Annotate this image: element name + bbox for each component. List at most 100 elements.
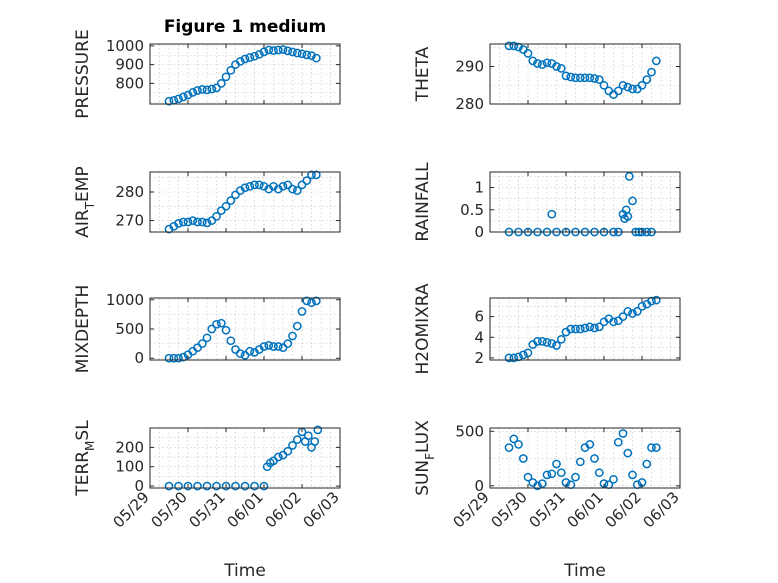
data-point: [178, 217, 188, 227]
data-point: [547, 469, 557, 479]
plot-area: [150, 428, 340, 488]
x-tick-label: 06/03: [300, 488, 343, 531]
data-point: [599, 80, 609, 90]
data-point: [264, 45, 274, 55]
data-point: [647, 67, 656, 77]
y-tick-label: 100: [115, 458, 144, 476]
data-point: [590, 454, 599, 463]
subplot-3: 270 280 AIRTEMP: [73, 166, 341, 238]
data-point: [174, 481, 183, 491]
x-tick-label: 05/31: [186, 488, 229, 531]
data-point: [651, 56, 661, 66]
data-point: [278, 45, 288, 54]
data-point: [547, 339, 557, 348]
data-point: [552, 341, 561, 350]
data-point: [183, 217, 193, 227]
y-axis-label: TERRMSL: [73, 420, 97, 497]
data-point: [235, 349, 245, 358]
data-point: [575, 73, 585, 83]
data-point: [212, 319, 221, 329]
data-point: [259, 342, 269, 351]
data-point: [618, 312, 628, 321]
x-axis-label: Time: [563, 561, 606, 581]
data-point: [164, 353, 174, 363]
y-tick-label: 1000: [106, 291, 144, 309]
data-point: [651, 443, 661, 452]
data-point: [202, 85, 212, 95]
data-point: [169, 353, 179, 363]
y-tick-label: 0: [134, 349, 144, 367]
data-point: [590, 323, 599, 333]
data-point: [240, 481, 250, 491]
x-tick-label: 06/02: [602, 488, 645, 531]
y-tick-label: 0.5: [460, 201, 484, 219]
data-point: [207, 324, 217, 334]
data-point: [231, 481, 240, 491]
data-point: [523, 49, 533, 58]
data-point: [207, 84, 217, 94]
axes-box: [489, 427, 681, 489]
data-point: [202, 481, 212, 491]
data-point: [202, 333, 212, 343]
data-point: [197, 339, 207, 348]
data-point: [273, 45, 283, 55]
data-point: [594, 322, 604, 332]
data-point: [542, 338, 552, 347]
data-point: [226, 196, 236, 205]
data-point: [283, 339, 293, 348]
data-point: [509, 353, 519, 363]
y-tick-label: 280: [455, 95, 484, 113]
data-point: [537, 337, 547, 346]
data-point: [226, 336, 236, 346]
data-point: [311, 170, 321, 180]
plot-area: [150, 298, 340, 360]
data-point: [303, 431, 313, 441]
y-tick-label: 800: [115, 74, 144, 92]
data-point: [283, 46, 293, 56]
chart-title: Figure 1 medium: [164, 17, 326, 37]
data-point: [637, 80, 647, 90]
axes-box: [489, 171, 681, 233]
data-point: [297, 180, 307, 190]
data-point: [188, 88, 198, 97]
y-tick-label: 200: [115, 438, 144, 456]
y-tick-label: 270: [115, 212, 144, 230]
data-point: [288, 47, 297, 57]
data-point: [594, 75, 604, 84]
data-point: [254, 49, 264, 59]
subplot-5: 0 500 1000 MIXDEPTH: [73, 285, 341, 373]
data-point: [624, 172, 634, 181]
data-point: [250, 51, 259, 61]
data-point: [174, 353, 183, 363]
data-point: [212, 83, 221, 93]
data-point: [240, 183, 250, 193]
data-point: [504, 353, 514, 363]
data-point: [571, 472, 580, 482]
data-point: [580, 73, 590, 83]
data-point: [259, 47, 269, 57]
data-point: [566, 72, 576, 82]
y-axis-label: H2OMIXRA: [413, 283, 433, 374]
data-point: [628, 470, 637, 480]
data-point: [533, 337, 542, 346]
data-point: [235, 56, 245, 66]
x-tick-label: 06/01: [224, 488, 267, 531]
data-point: [632, 307, 642, 316]
data-point: [547, 209, 557, 219]
data-point: [216, 79, 226, 88]
data-point: [307, 298, 316, 308]
y-tick-label: 280: [115, 183, 144, 201]
y-axis-label: PRESSURE: [73, 29, 93, 118]
data-point: [585, 440, 595, 449]
data-point: [518, 454, 528, 463]
data-point: [613, 437, 623, 447]
x-tick-label: 05/31: [526, 488, 569, 531]
data-point: [642, 459, 652, 469]
data-point: [283, 446, 293, 456]
data-point: [273, 452, 283, 462]
data-point: [273, 342, 283, 351]
data-point: [164, 481, 174, 491]
axes-box: [149, 427, 341, 489]
plot-area: [490, 428, 680, 488]
